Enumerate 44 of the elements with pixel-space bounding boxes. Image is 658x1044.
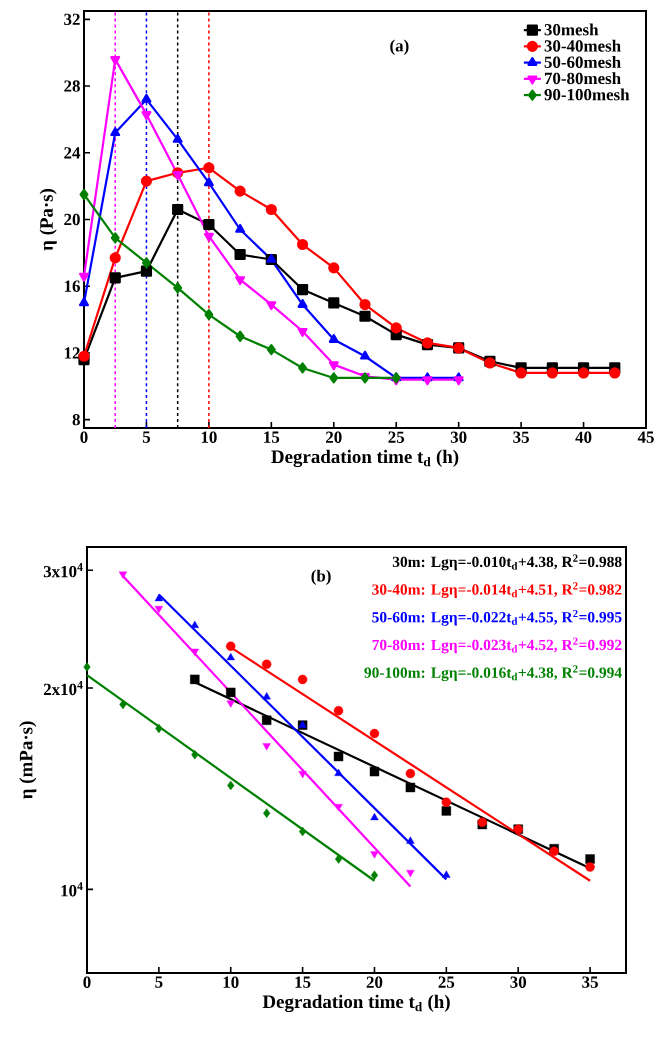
- y-tick-label: 8: [72, 413, 80, 426]
- x-tick-label: 15: [295, 976, 311, 988]
- annotation: 90-100m: Lgη=-0.016t$_{d}$+4.38, R$^{2}$=0.994: [364, 665, 622, 682]
- x-tick-label: 20: [326, 431, 342, 443]
- x-tick-label: 35: [513, 431, 529, 443]
- x-tick-label: 30: [450, 431, 467, 443]
- x-tick-label: 35: [582, 976, 598, 988]
- legend-label: 70-80mesh: [544, 72, 621, 85]
- annotation: 30m: Lgη=-0.010t$_{d}$+4.38, R$^{2}$=0.988: [392, 554, 622, 571]
- annotation: 50-60m: Lgη=-0.022t$_{d}$+4.55, R$^{2}$=0.995: [372, 609, 622, 626]
- legend-label: 50-60mesh: [544, 55, 621, 68]
- x-tick-label: 5: [142, 431, 151, 443]
- annotation: (b): [311, 569, 331, 586]
- y-tick-label: 32: [64, 13, 80, 26]
- x-tick-label: 10: [223, 976, 239, 988]
- y-axis-title: η (mPa·s): [19, 721, 37, 799]
- y-tick-label: 2x10$^{4}$: [43, 680, 83, 696]
- y-tick-label: 10$^{4}$: [61, 882, 83, 897]
- annotation: (a): [390, 39, 409, 55]
- y-tick-label: 16: [64, 280, 80, 292]
- y-tick-label: 24: [64, 147, 81, 159]
- legend-label: 30-40mesh: [544, 39, 621, 52]
- x-tick-label: 0: [83, 976, 91, 988]
- x-tick-label: 40: [575, 431, 592, 443]
- x-axis-title: Degradation time t$_{d}$ (h): [271, 449, 459, 468]
- y-tick-label: 12: [64, 347, 80, 359]
- x-tick-label: 30: [510, 976, 527, 988]
- x-tick-label: 15: [264, 431, 280, 443]
- annotation: 70-80m: Lgη=-0.023t$_{d}$+4.52, R$^{2}$=0.992: [372, 637, 622, 654]
- y-tick-label: 3x10$^{4}$: [43, 563, 83, 578]
- legend-label: 30mesh: [544, 23, 599, 36]
- x-tick-label: 25: [388, 431, 405, 443]
- x-tick-label: 10: [201, 431, 217, 443]
- x-tick-label: 25: [438, 976, 455, 988]
- y-axis-title: η (Pa·s): [39, 188, 57, 251]
- x-tick-label: 45: [637, 431, 654, 443]
- legend-label: 90-100mesh: [544, 88, 630, 101]
- y-tick-label: 28: [64, 80, 80, 92]
- x-axis-title: Degradation time t$_{d}$ (h): [262, 994, 450, 1013]
- x-tick-label: 0: [80, 431, 88, 443]
- x-tick-label: 20: [366, 976, 383, 988]
- y-tick-label: 20: [64, 213, 80, 226]
- annotation: 30-40m: Lgη=-0.014t$_{d}$+4.51, R$^{2}$=0.982: [372, 582, 622, 599]
- x-tick-label: 5: [155, 976, 163, 988]
